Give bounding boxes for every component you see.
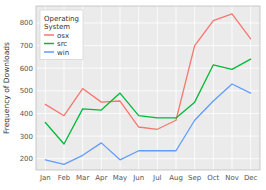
x-tick-label: Feb xyxy=(58,174,71,182)
y-tick-label: 400 xyxy=(20,110,33,118)
x-grid-line xyxy=(101,6,102,170)
series-line xyxy=(45,84,250,164)
y-axis-label: Frequency of Downloads xyxy=(2,42,11,134)
y-grid-line xyxy=(36,136,260,137)
plot-background xyxy=(36,6,260,170)
y-tick-label: 700 xyxy=(20,42,33,50)
legend-swatch xyxy=(44,34,54,36)
y-tick-label: 600 xyxy=(20,65,33,73)
x-tick-label: Oct xyxy=(207,174,219,182)
legend-swatch xyxy=(44,51,54,53)
legend-title-line: Operating xyxy=(44,15,79,23)
legend-box xyxy=(40,10,83,60)
x-tick-label: Jan xyxy=(39,174,51,182)
x-tick-label: Sep xyxy=(188,174,202,182)
legend-title: OperatingSystem xyxy=(44,15,79,32)
x-grid-line xyxy=(138,6,139,170)
legend-entry: win xyxy=(57,49,69,57)
y-tick-label: 800 xyxy=(20,19,33,27)
chart: 200 300 400 500 600 700 800 Jan Feb Mar Apr May Jun J… xyxy=(0,0,266,190)
series-line xyxy=(45,59,250,144)
plot-frame xyxy=(36,6,260,170)
x-grid-line xyxy=(213,6,214,170)
x-tick-label: Jun xyxy=(132,174,144,182)
x-grid-line xyxy=(232,6,233,170)
x-tick-label: Nov xyxy=(225,174,239,182)
legend: OperatingSystemosxsrcwin xyxy=(40,10,83,60)
x-tick-label: Mar xyxy=(76,174,89,182)
y-grid-line xyxy=(36,113,260,114)
legend-entry: osx xyxy=(57,32,69,40)
x-grid-line xyxy=(250,6,251,170)
x-grid-line xyxy=(120,6,121,170)
x-tick-label: May xyxy=(113,174,127,182)
x-tick-label: Apr xyxy=(95,174,107,182)
x-tick-label: Jul xyxy=(152,174,162,182)
x-grid-line xyxy=(157,6,158,170)
y-grid-line xyxy=(36,158,260,159)
x-grid-line xyxy=(194,6,195,170)
legend-swatch xyxy=(44,43,54,45)
legend-entry: src xyxy=(57,40,67,48)
x-tick-label: Aug xyxy=(169,174,183,182)
x-grid-line xyxy=(176,6,177,170)
legend-title-line: System xyxy=(44,23,70,31)
x-tick-label: Dec xyxy=(244,174,258,182)
y-tick-label: 500 xyxy=(20,87,33,95)
y-grid-line xyxy=(36,90,260,91)
y-tick-label: 300 xyxy=(20,133,33,141)
y-tick-label: 200 xyxy=(20,155,33,163)
grid xyxy=(36,6,260,170)
